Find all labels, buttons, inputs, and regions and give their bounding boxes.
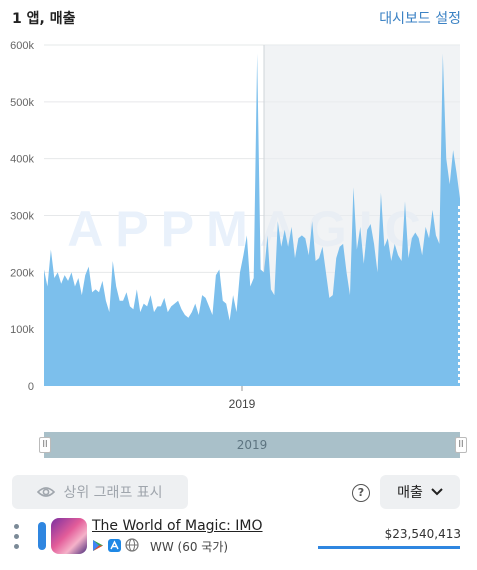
dashboard-settings-link[interactable]: 대시보드 설정 <box>379 11 461 27</box>
app-name-link[interactable]: The World of Magic: IMO <box>92 518 263 534</box>
range-label: 2019 <box>236 438 268 452</box>
drag-dot <box>14 544 19 549</box>
x-tick-label: 2019 <box>229 397 256 411</box>
x-axis: 2019 <box>229 386 256 411</box>
range-handle-right[interactable]: ll <box>455 437 467 453</box>
y-tick-label: 300k <box>10 211 34 223</box>
show-top-graph-label: 상위 그래프 표시 <box>63 485 163 501</box>
range-selector[interactable]: 2019 <box>44 432 460 458</box>
y-tick-label: 200k <box>10 267 34 279</box>
row-drag-handle[interactable] <box>14 524 20 552</box>
eye-icon <box>37 487 56 497</box>
drag-dot <box>14 524 19 529</box>
chevron-down-icon <box>431 488 443 496</box>
y-tick-label: 0 <box>28 381 34 393</box>
y-tick-label: 400k <box>10 154 34 166</box>
chart-area <box>44 53 460 386</box>
drag-dot <box>14 534 19 539</box>
app-store-icon <box>108 538 121 552</box>
app-revenue: $23,540,413 <box>384 527 461 541</box>
range-handle-left[interactable]: ll <box>39 437 51 453</box>
metric-select-value: 매출 <box>397 485 423 501</box>
y-axis: 0 100k 200k 300k 400k 500k 600k <box>10 40 34 393</box>
y-tick-label: 600k <box>10 40 34 52</box>
google-play-icon <box>93 539 103 551</box>
y-tick-label: 500k <box>10 97 34 109</box>
revenue-bar <box>318 546 460 549</box>
metric-select[interactable]: 매출 <box>380 475 460 509</box>
page-title: 1 앱, 매출 <box>12 11 76 27</box>
app-icon <box>51 518 87 554</box>
show-top-graph-button[interactable]: 상위 그래프 표시 <box>12 475 188 509</box>
series-color-indicator[interactable] <box>38 522 46 550</box>
store-icons <box>92 538 143 552</box>
app-region: WW (60 국가) <box>150 540 229 554</box>
help-icon[interactable]: ? <box>352 484 370 502</box>
y-tick-label: 100k <box>10 324 34 336</box>
globe-icon <box>125 538 139 552</box>
